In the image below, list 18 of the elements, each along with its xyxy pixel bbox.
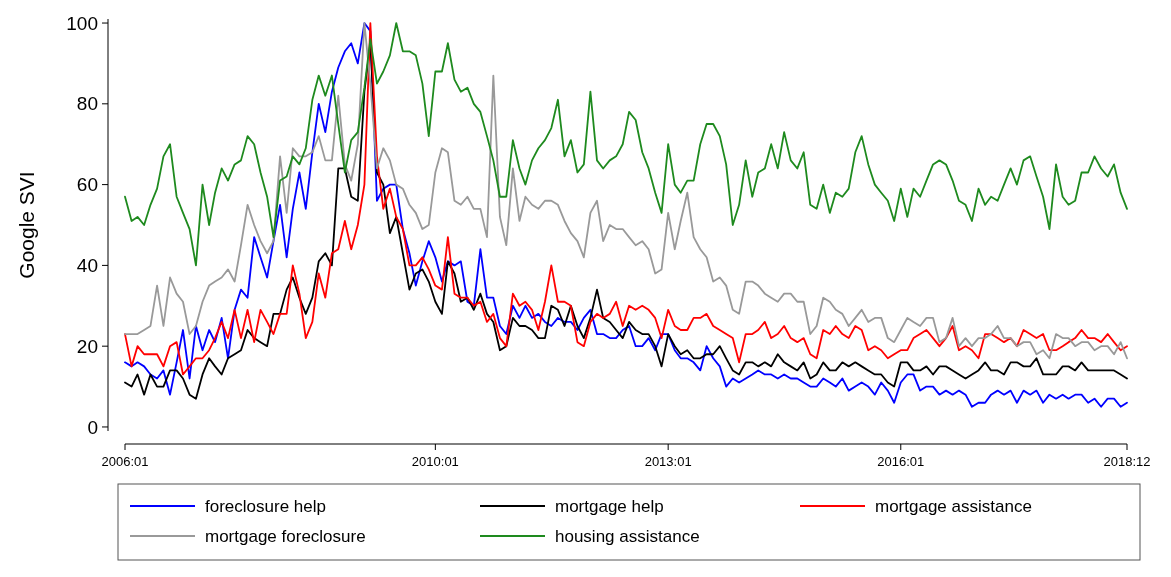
x-tick-label: 2016:01 (877, 454, 925, 469)
legend-label: foreclosure help (205, 496, 326, 516)
y-tick-label: 20 (76, 335, 98, 357)
y-tick-label: 100 (66, 12, 98, 34)
x-tick-label: 2018:12 (1103, 454, 1151, 469)
y-axis-title: Google SVI (15, 171, 38, 279)
x-tick-label: 2010:01 (411, 454, 459, 469)
x-tick-label: 2006:01 (101, 454, 149, 469)
y-tick-label: 0 (87, 416, 98, 438)
legend-label: mortgage assistance (875, 496, 1032, 516)
x-tick-label: 2013:01 (644, 454, 692, 469)
legend-label: mortgage foreclosure (205, 526, 366, 546)
y-tick-label: 80 (76, 93, 98, 115)
legend-label: housing assistance (555, 526, 700, 546)
y-tick-label: 40 (76, 255, 98, 277)
y-tick-label: 60 (76, 174, 98, 196)
legend-label: mortgage help (555, 496, 664, 516)
line-series (124, 22, 1128, 267)
